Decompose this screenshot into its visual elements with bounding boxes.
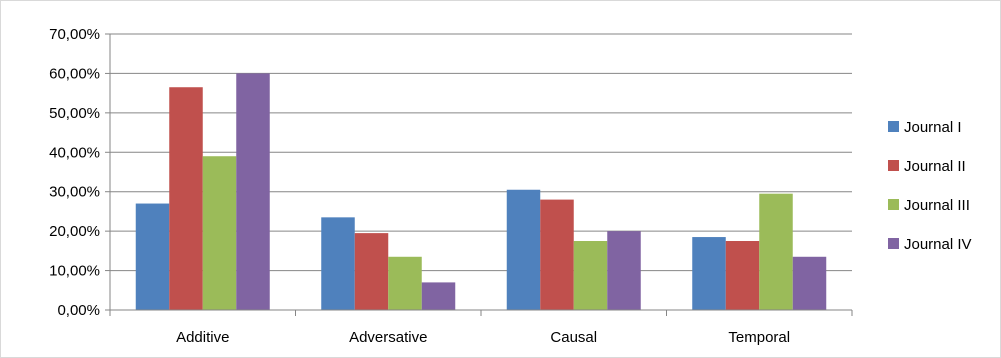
legend-label: Journal III	[904, 197, 970, 214]
x-tick-label: Temporal	[728, 329, 790, 346]
bar-journal-iii-additive	[202, 156, 237, 310]
x-tick-label: Adversative	[349, 329, 427, 346]
y-tick-label: 0,00%	[57, 302, 100, 319]
x-tick-label: Causal	[550, 329, 597, 346]
legend-swatch	[888, 121, 899, 132]
bar-journal-i-adversative	[321, 217, 355, 310]
bar-journal-i-additive	[135, 203, 170, 310]
bar-journal-iv-causal	[607, 231, 641, 310]
bar-journal-ii-additive	[169, 87, 203, 310]
legend-swatch	[888, 160, 899, 171]
y-axis: 0,00% 10,00% 20,00% 30,00% 40,00% 50,00% 60,00…	[49, 26, 111, 319]
bar-journal-ii-causal	[540, 199, 574, 310]
bar-journal-ii-temporal	[725, 241, 760, 310]
bar-journal-iv-temporal	[792, 256, 827, 310]
y-tick-label: 50,00%	[49, 105, 100, 122]
y-tick-label: 20,00%	[49, 223, 100, 240]
bar-journal-ii-adversative	[354, 233, 389, 310]
bar-journal-iii-temporal	[759, 193, 793, 310]
y-tick-label: 10,00%	[49, 263, 100, 280]
bar-journal-iii-adversative	[388, 256, 422, 310]
bar-journal-iii-causal	[573, 241, 608, 310]
legend: Journal I Journal II Journal III Journal IV	[888, 119, 972, 253]
legend-swatch	[888, 238, 899, 249]
y-tick-label: 70,00%	[49, 26, 100, 43]
y-tick-label: 40,00%	[49, 144, 100, 161]
legend-label: Journal IV	[904, 236, 972, 253]
x-tick-label: Additive	[176, 329, 229, 346]
y-tick-label: 60,00%	[49, 65, 100, 82]
y-tick-label: 30,00%	[49, 184, 100, 201]
bar-journal-i-causal	[506, 189, 541, 310]
bar-journal-iv-additive	[236, 73, 270, 310]
bar-journal-iv-adversative	[421, 282, 456, 310]
bars	[135, 73, 827, 310]
legend-swatch	[888, 199, 899, 210]
legend-label: Journal II	[904, 158, 966, 175]
legend-label: Journal I	[904, 119, 962, 136]
x-axis: Additive Adversative Causal Temporal	[109, 309, 853, 346]
bar-journal-i-temporal	[692, 237, 726, 310]
